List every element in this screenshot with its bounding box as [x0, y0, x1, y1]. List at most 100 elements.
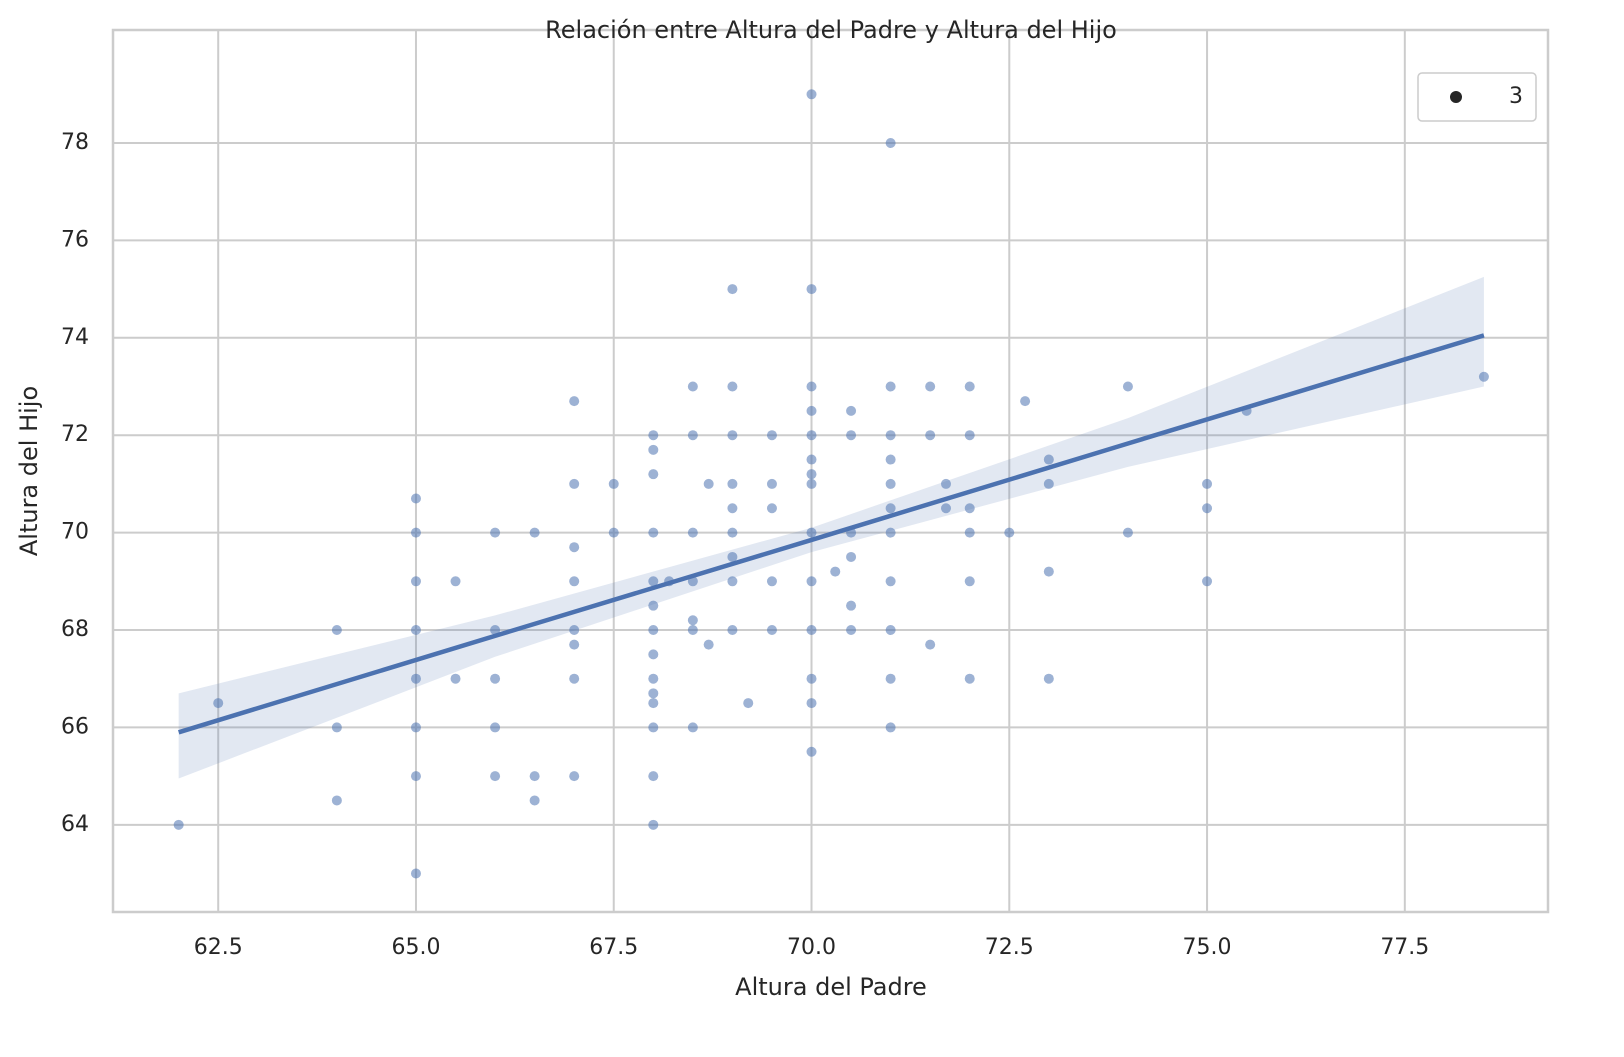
- x-tick-label: 77.5: [1380, 935, 1429, 960]
- x-tick-label: 67.5: [589, 935, 638, 960]
- regression-line: [178, 333, 1485, 735]
- point: [648, 688, 659, 699]
- point: [964, 576, 975, 587]
- point: [727, 576, 738, 587]
- point: [703, 639, 714, 650]
- point: [830, 566, 841, 577]
- point: [569, 673, 580, 684]
- point: [331, 625, 342, 636]
- point: [648, 771, 659, 782]
- x-tick-label: 72.5: [985, 935, 1034, 960]
- point: [331, 722, 342, 733]
- point: [885, 527, 896, 538]
- x-tick-label: 70.0: [787, 935, 836, 960]
- point: [885, 576, 896, 587]
- legend-box: [1417, 72, 1537, 122]
- point: [806, 625, 817, 636]
- point: [806, 405, 817, 416]
- point: [569, 625, 580, 636]
- point: [806, 469, 817, 480]
- point: [569, 639, 580, 650]
- y-tick-label: 78: [61, 130, 89, 155]
- point: [648, 430, 659, 441]
- point: [1478, 371, 1489, 382]
- point: [806, 673, 817, 684]
- point: [885, 430, 896, 441]
- x-tick-label: 62.5: [194, 935, 243, 960]
- point: [490, 527, 501, 538]
- point: [964, 430, 975, 441]
- point: [727, 430, 738, 441]
- point: [806, 381, 817, 392]
- point: [687, 381, 698, 392]
- point: [964, 673, 975, 684]
- point: [410, 722, 421, 733]
- point: [687, 625, 698, 636]
- point: [410, 527, 421, 538]
- point: [964, 527, 975, 538]
- point: [885, 478, 896, 489]
- point: [648, 469, 659, 480]
- point: [846, 430, 857, 441]
- point: [687, 430, 698, 441]
- y-tick-label: 72: [61, 422, 89, 447]
- point: [964, 381, 975, 392]
- grid: 62.5 65.0 67.5 70.0 72.5 75.0 77.5 64 66 68 70 72 74…: [61, 30, 1548, 960]
- point: [1202, 503, 1213, 514]
- point: [529, 771, 540, 782]
- point: [331, 795, 342, 806]
- point: [410, 771, 421, 782]
- point: [648, 576, 659, 587]
- point: [885, 673, 896, 684]
- point: [648, 625, 659, 636]
- point: [569, 576, 580, 587]
- point: [885, 381, 896, 392]
- x-axis-label: Altura del Padre: [735, 973, 927, 1001]
- point: [648, 600, 659, 611]
- point: [806, 284, 817, 295]
- point: [1043, 454, 1054, 465]
- point: [608, 527, 619, 538]
- point: [410, 868, 421, 879]
- point: [846, 625, 857, 636]
- point: [529, 527, 540, 538]
- point: [925, 639, 936, 650]
- point: [569, 542, 580, 553]
- ci-band-group: [178, 276, 1484, 779]
- point: [569, 478, 580, 489]
- point: [885, 454, 896, 465]
- y-axis-label: Altura del Hijo: [15, 386, 43, 556]
- point: [727, 625, 738, 636]
- point: [727, 551, 738, 562]
- point: [608, 478, 619, 489]
- y-tick-label: 68: [61, 617, 89, 642]
- point: [727, 381, 738, 392]
- point: [885, 503, 896, 514]
- point: [648, 649, 659, 660]
- point: [727, 284, 738, 295]
- point: [806, 527, 817, 538]
- point: [410, 673, 421, 684]
- point: [569, 771, 580, 782]
- y-tick-label: 70: [61, 520, 89, 545]
- point: [885, 137, 896, 148]
- point: [766, 503, 777, 514]
- point: [846, 405, 857, 416]
- point: [727, 503, 738, 514]
- legend-label: 3: [1509, 84, 1523, 109]
- point: [648, 444, 659, 455]
- point: [490, 771, 501, 782]
- point: [648, 673, 659, 684]
- point: [1043, 673, 1054, 684]
- point: [529, 795, 540, 806]
- point: [648, 722, 659, 733]
- point: [687, 722, 698, 733]
- point: [806, 576, 817, 587]
- y-tick-label: 74: [61, 325, 89, 350]
- point: [766, 576, 777, 587]
- points: [173, 89, 1489, 879]
- point: [450, 673, 461, 684]
- x-tick-label: 65.0: [391, 935, 440, 960]
- y-tick-label: 76: [61, 227, 89, 252]
